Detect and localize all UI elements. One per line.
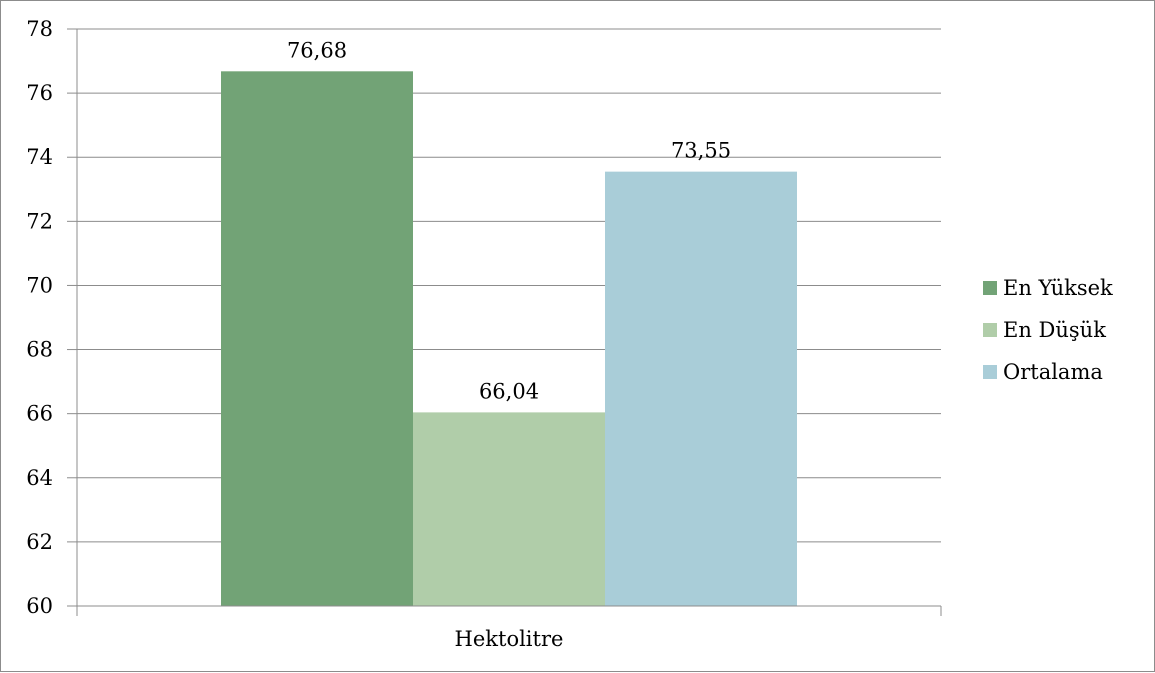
data-label: 73,55 bbox=[671, 139, 731, 163]
legend-swatch bbox=[983, 281, 997, 295]
y-tick-labels: 60 62 64 66 68 70 72 74 76 78 bbox=[26, 17, 53, 618]
data-label: 76,68 bbox=[287, 38, 347, 62]
bar-en-düşük bbox=[413, 412, 605, 606]
bar-ortalama bbox=[605, 171, 797, 606]
y-tick-label: 62 bbox=[26, 530, 53, 554]
y-tick-label: 70 bbox=[26, 273, 53, 297]
legend-swatch bbox=[983, 323, 997, 337]
legend-label: En Düşük bbox=[1003, 318, 1106, 342]
category-labels: Hektolitre bbox=[455, 627, 564, 651]
data-labels: 76,68 66,04 73,55 bbox=[287, 38, 731, 403]
category-label: Hektolitre bbox=[455, 627, 564, 651]
bars bbox=[221, 71, 797, 606]
y-tick-label: 78 bbox=[26, 17, 53, 41]
y-tick-label: 72 bbox=[26, 209, 53, 233]
legend-label: En Yüksek bbox=[1003, 276, 1113, 300]
data-label: 66,04 bbox=[479, 379, 539, 403]
y-tick-label: 76 bbox=[26, 81, 53, 105]
y-tick-label: 60 bbox=[26, 594, 53, 618]
y-tick-label: 74 bbox=[26, 145, 53, 169]
y-tick-label: 68 bbox=[26, 338, 53, 362]
legend-label: Ortalama bbox=[1003, 360, 1103, 384]
bar-en-yüksek bbox=[221, 71, 413, 606]
y-tick-label: 66 bbox=[26, 402, 53, 426]
y-tick-label: 64 bbox=[26, 466, 53, 490]
legend: En Yüksek En Düşük Ortalama bbox=[983, 276, 1113, 384]
axes bbox=[67, 29, 942, 616]
legend-swatch bbox=[983, 365, 997, 379]
